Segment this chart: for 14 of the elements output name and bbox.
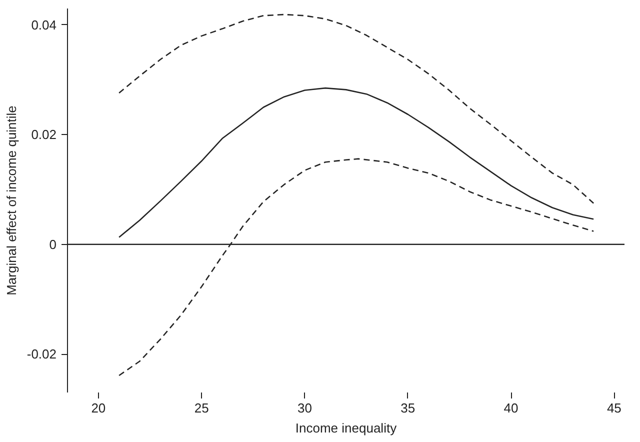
x-tick-label: 20 xyxy=(91,400,106,416)
x-tick-label: 40 xyxy=(504,400,518,416)
y-tick-label: 0 xyxy=(49,236,57,252)
y-tick-label: -0.02 xyxy=(26,346,57,362)
line-series xyxy=(118,14,594,204)
x-tick-label: 30 xyxy=(298,400,312,416)
x-tick-label: 35 xyxy=(400,400,416,416)
x-tick-label: 25 xyxy=(194,400,209,416)
line-series xyxy=(118,87,594,238)
x-axis-title: Income inequality xyxy=(295,420,398,436)
y-tick-label: 0.02 xyxy=(31,127,57,142)
x-tick-label: 45 xyxy=(606,400,622,416)
y-tick-label: 0.04 xyxy=(31,17,57,32)
y-axis-title: Marginal effect of income quintile xyxy=(4,106,19,296)
